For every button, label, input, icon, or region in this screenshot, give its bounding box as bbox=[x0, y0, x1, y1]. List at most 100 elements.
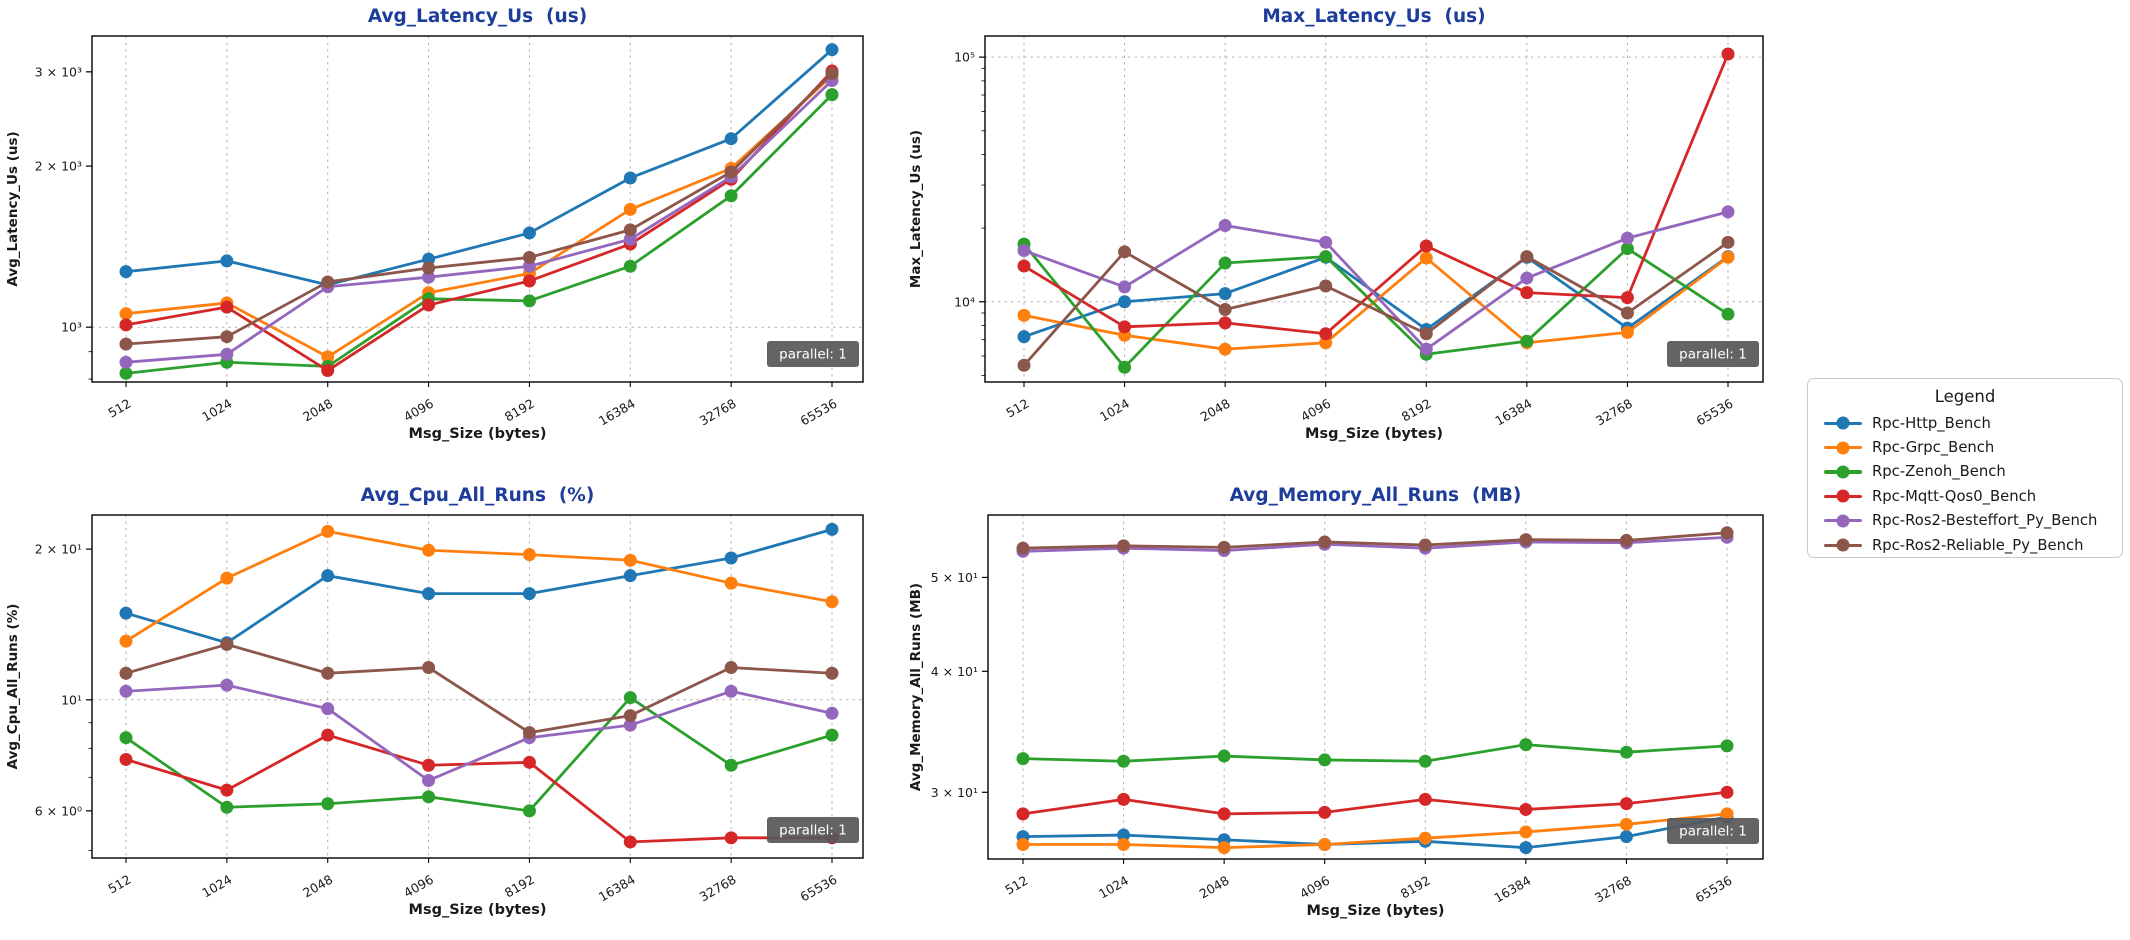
chart-avg-latency-us: 10³ 2 × 10³ 3 × 10³ 512 1024 2048 4096 8192 1638… bbox=[5, 6, 864, 442]
y-tick-label: 10³ bbox=[61, 320, 82, 335]
data-point bbox=[724, 661, 738, 675]
x-tick-label: 32768 bbox=[697, 396, 739, 429]
legend: Legend Rpc-Http_Bench Rpc-Grpc_Bench Rpc-Z… bbox=[1807, 378, 2123, 558]
x-tick-label: 16384 bbox=[596, 396, 638, 429]
legend-item: Rpc-Http_Bench bbox=[1820, 411, 2110, 435]
data-point bbox=[724, 758, 738, 772]
data-point bbox=[1016, 541, 1030, 555]
data-point bbox=[825, 522, 839, 536]
data-point bbox=[1619, 830, 1633, 844]
data-point bbox=[1620, 291, 1634, 305]
legend-marker-dot bbox=[1836, 489, 1850, 503]
data-point bbox=[1721, 307, 1735, 321]
x-tick-label: 16384 bbox=[596, 872, 638, 905]
series-line-Rpc-Ros2-Reliable_Py_Bench bbox=[124, 71, 834, 346]
parallel-badge-text: parallel: 1 bbox=[1679, 824, 1747, 840]
data-point bbox=[422, 790, 436, 804]
data-point bbox=[623, 718, 637, 732]
series-line-Rpc-Mqtt-Qos0_Bench bbox=[124, 733, 834, 844]
plot-border bbox=[91, 35, 864, 383]
data-point bbox=[1016, 807, 1030, 821]
data-point bbox=[724, 165, 738, 179]
x-tick-label: 2048 bbox=[1198, 396, 1233, 425]
data-point bbox=[220, 300, 234, 314]
data-point bbox=[422, 298, 436, 312]
data-point bbox=[1619, 797, 1633, 811]
series-line-Rpc-Ros2-Besteffort_Py_Bench bbox=[124, 79, 834, 364]
chart-avg-cpu-panel: 6 × 10⁰ 10¹ 2 × 10¹ 512 1024 2048 4096 8192 1638… bbox=[0, 470, 905, 940]
data-point bbox=[623, 691, 637, 705]
data-point bbox=[119, 265, 133, 279]
plot-border bbox=[91, 514, 864, 859]
x-tick-label: 32768 bbox=[1592, 873, 1634, 906]
legend-item: Rpc-Mqtt-Qos0_Bench bbox=[1820, 484, 2110, 508]
data-point bbox=[1418, 754, 1432, 768]
series-line-Rpc-Ros2-Besteffort_Py_Bench bbox=[1021, 535, 1729, 553]
legend-title: Legend bbox=[1934, 387, 1996, 406]
y-axis-label: Avg_Latency_Us (us) bbox=[5, 131, 21, 286]
y-tick-label: 3 × 10¹ bbox=[931, 785, 978, 800]
data-point bbox=[1620, 325, 1634, 339]
data-point bbox=[1520, 271, 1534, 285]
data-point bbox=[119, 666, 133, 680]
chart-max-latency-us: 10⁴ 10⁵ 512 1024 2048 4096 8192 16384 32768 65536… bbox=[908, 6, 1764, 442]
legend-line-swatch bbox=[1824, 538, 1862, 552]
y-tick-label: 10⁴ bbox=[954, 294, 975, 309]
legend-line-swatch bbox=[1824, 416, 1862, 430]
data-point bbox=[1721, 205, 1735, 219]
data-point bbox=[825, 43, 839, 57]
data-point bbox=[1721, 250, 1735, 264]
x-tick-label: 4096 bbox=[401, 396, 436, 425]
series-line-Rpc-Ros2-Reliable_Py_Bench bbox=[1021, 531, 1729, 550]
series-line-Rpc-Grpc_Bench bbox=[1021, 812, 1729, 850]
legend-item: Rpc-Grpc_Bench bbox=[1820, 435, 2110, 459]
y-axis-label: Avg_Cpu_All_Runs (%) bbox=[5, 604, 21, 770]
data-point bbox=[1017, 259, 1031, 273]
data-point bbox=[220, 637, 234, 651]
x-axis-label: Msg_Size (bytes) bbox=[1307, 903, 1445, 919]
data-point bbox=[522, 294, 536, 308]
data-point bbox=[1217, 841, 1231, 855]
data-point bbox=[220, 783, 234, 797]
data-point bbox=[119, 337, 133, 351]
data-point bbox=[422, 261, 436, 275]
data-point bbox=[1720, 526, 1734, 540]
data-point bbox=[321, 350, 335, 364]
data-point bbox=[825, 66, 839, 80]
legend-item-label: Rpc-Grpc_Bench bbox=[1872, 439, 1995, 457]
parallel-badge bbox=[1667, 818, 1759, 844]
chart-title: Max_Latency_Us (us) bbox=[1262, 6, 1485, 27]
data-point bbox=[1520, 334, 1534, 348]
series-line-Rpc-Mqtt-Qos0_Bench bbox=[124, 69, 834, 372]
legend-marker-dot bbox=[1836, 441, 1850, 455]
data-point bbox=[1418, 538, 1432, 552]
data-point bbox=[1218, 302, 1232, 316]
x-tick-label: 4096 bbox=[1298, 396, 1333, 425]
y-tick-label: 3 × 10³ bbox=[35, 64, 82, 79]
data-point bbox=[321, 364, 335, 378]
x-tick-label: 65536 bbox=[798, 872, 840, 905]
data-point bbox=[1117, 837, 1131, 851]
data-point bbox=[1318, 753, 1332, 767]
chart-avg-memory-panel: 3 × 10¹ 4 × 10¹ 5 × 10¹ 512 1024 2048 4096 8192… bbox=[905, 470, 1790, 940]
data-point bbox=[1117, 754, 1131, 768]
series-line-Rpc-Http_Bench bbox=[1022, 255, 1730, 339]
data-point bbox=[1721, 235, 1735, 249]
data-point bbox=[1419, 239, 1433, 253]
x-tick-label: 8192 bbox=[1398, 873, 1433, 902]
x-tick-label: 8192 bbox=[502, 872, 537, 901]
data-point bbox=[1117, 828, 1131, 842]
series-line-Rpc-Mqtt-Qos0_Bench bbox=[1022, 52, 1730, 336]
data-point bbox=[1319, 235, 1333, 249]
x-tick-label: 1024 bbox=[1096, 873, 1131, 902]
data-point bbox=[1017, 358, 1031, 372]
data-point bbox=[724, 684, 738, 698]
data-point bbox=[825, 666, 839, 680]
data-point bbox=[522, 548, 536, 562]
legend-marker-dot bbox=[1836, 465, 1850, 479]
data-point bbox=[1519, 533, 1533, 547]
data-point bbox=[623, 553, 637, 567]
data-point bbox=[1519, 802, 1533, 816]
data-point bbox=[1418, 831, 1432, 845]
data-point bbox=[825, 88, 839, 102]
